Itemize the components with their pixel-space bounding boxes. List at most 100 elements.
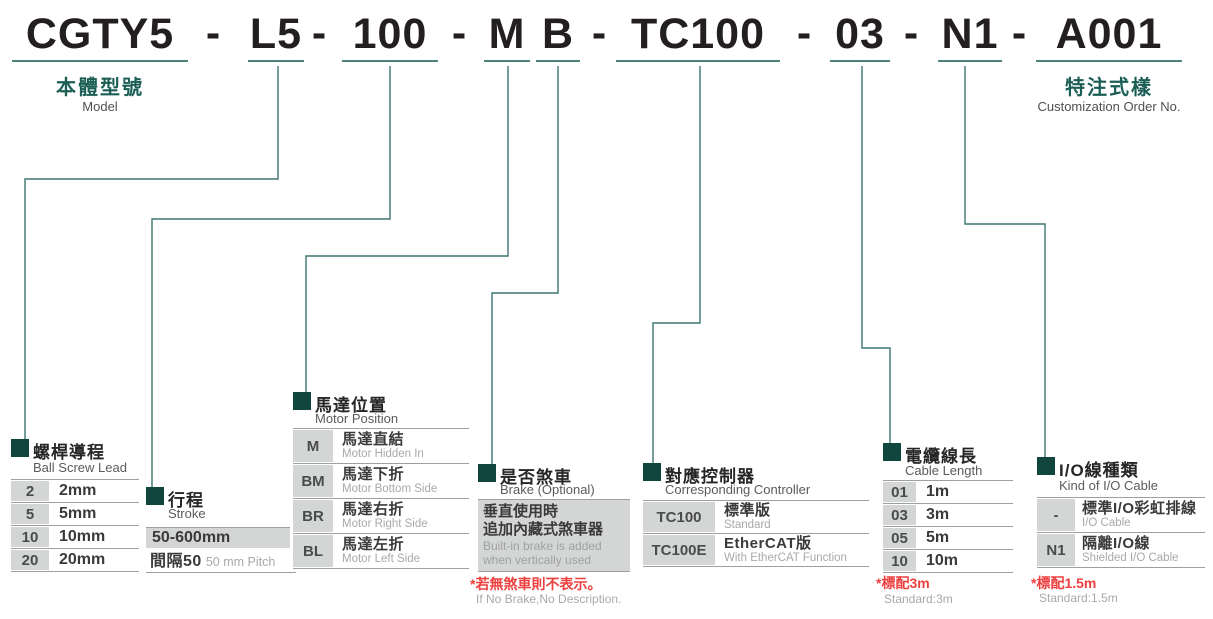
table-row: 20 20mm bbox=[11, 549, 139, 572]
brake-zh-line1: 垂直使用時 bbox=[483, 503, 559, 520]
section-title-zh: I/O線種類 bbox=[1059, 461, 1139, 480]
separator: - bbox=[205, 9, 221, 57]
separator: - bbox=[1011, 9, 1027, 57]
motor-code: M bbox=[293, 429, 333, 463]
motor-en: Motor Hidden In bbox=[342, 448, 424, 460]
brake-note-red: *若無煞車則不表示。 bbox=[470, 576, 602, 592]
motor-table: M 馬達直結 Motor Hidden In BM 馬達下折 Motor Bot… bbox=[293, 428, 469, 569]
io-en: I/O Cable bbox=[1082, 517, 1131, 529]
section-title-en: Brake (Optional) bbox=[500, 482, 595, 497]
motor-en: Motor Left Side bbox=[342, 553, 420, 565]
section-bullet-icon bbox=[293, 392, 311, 410]
cable-value: 10m bbox=[926, 552, 959, 569]
io-zh: 隔離I/O線 bbox=[1082, 535, 1151, 552]
separator: - bbox=[903, 9, 919, 57]
table-row: 5 5mm bbox=[11, 503, 139, 526]
model-segment-body: CGTY5 bbox=[12, 8, 188, 62]
wire-cable bbox=[861, 66, 891, 444]
controller-zh: EtherCAT版 bbox=[724, 535, 812, 552]
motor-code: BL bbox=[293, 534, 333, 568]
custom-label-en: Customization Order No. bbox=[1037, 99, 1181, 114]
io-table: - 標準I/O彩虹排線 I/O Cable N1 隔離I/O線 Shielded… bbox=[1037, 497, 1205, 568]
brake-zh-line2: 追加內藏式煞車器 bbox=[483, 521, 604, 538]
motor-en: Motor Bottom Side bbox=[342, 483, 438, 495]
io-note-gray: Standard:1.5m bbox=[1039, 591, 1118, 605]
wire-controller bbox=[652, 66, 701, 464]
section-title-zh: 行程 bbox=[168, 491, 204, 510]
cable-value: 5m bbox=[926, 529, 950, 546]
section-title-en: Corresponding Controller bbox=[665, 482, 811, 497]
motor-code: BM bbox=[293, 464, 333, 498]
controller-zh: 標準版 bbox=[724, 502, 771, 519]
section-title-en: Ball Screw Lead bbox=[33, 460, 127, 475]
lead-code: 10 bbox=[11, 526, 49, 548]
table-row: 05 5m bbox=[883, 527, 1013, 550]
lead-code: 20 bbox=[11, 549, 49, 571]
separator: - bbox=[311, 9, 327, 57]
brake-note-box: 垂直使用時 追加內藏式煞車器 Built-in brake is added w… bbox=[478, 499, 630, 572]
table-row: 10 10mm bbox=[11, 526, 139, 549]
model-segment-motor: M bbox=[484, 8, 530, 62]
section-title-zh: 螺桿導程 bbox=[33, 443, 105, 462]
model-label-zh: 本體型號 bbox=[56, 77, 144, 99]
lead-value: 2mm bbox=[59, 482, 97, 499]
brake-en-line1: Built-in brake is added bbox=[483, 539, 602, 553]
table-row: BM 馬達下折 Motor Bottom Side bbox=[293, 464, 469, 499]
section-bullet-icon bbox=[1037, 457, 1055, 475]
wire-lead bbox=[24, 66, 279, 440]
cable-value: 1m bbox=[926, 483, 950, 500]
separator: - bbox=[451, 9, 467, 57]
io-code: N1 bbox=[1037, 533, 1075, 567]
stroke-pitch-zh: 間隔50 bbox=[150, 553, 202, 570]
model-segment-brake: B bbox=[536, 8, 580, 62]
cable-note-red: *標配3m bbox=[876, 575, 930, 591]
cable-code: 03 bbox=[883, 504, 916, 526]
custom-label-zh: 特注式樣 bbox=[1065, 77, 1153, 99]
table-row: 10 10m bbox=[883, 550, 1013, 573]
wire-brake bbox=[491, 66, 559, 465]
section-title-en: Motor Position bbox=[315, 411, 399, 426]
controller-code: TC100 bbox=[643, 501, 715, 533]
controller-en: Standard bbox=[724, 519, 771, 531]
table-row: M 馬達直結 Motor Hidden In bbox=[293, 429, 469, 464]
table-row: 2 2mm bbox=[11, 480, 139, 503]
cable-code: 05 bbox=[883, 527, 916, 549]
model-segment-stroke: 100 bbox=[342, 8, 438, 62]
lead-value: 5mm bbox=[59, 505, 97, 522]
table-row: - 標準I/O彩虹排線 I/O Cable bbox=[1037, 498, 1205, 533]
wire-io bbox=[964, 66, 1046, 458]
io-note-red: *標配1.5m bbox=[1031, 575, 1097, 591]
section-title-en: Kind of I/O Cable bbox=[1059, 478, 1158, 493]
model-segment-controller: TC100 bbox=[616, 8, 780, 62]
section-bullet-icon bbox=[643, 463, 661, 481]
section-title-en: Stroke bbox=[168, 506, 206, 521]
table-row: TC100 標準版 Standard bbox=[643, 501, 869, 534]
separator: - bbox=[796, 9, 812, 57]
table-row: BL 馬達左折 Motor Left Side bbox=[293, 534, 469, 569]
table-row: N1 隔離I/O線 Shielded I/O Cable bbox=[1037, 533, 1205, 568]
section-bullet-icon bbox=[146, 487, 164, 505]
cable-code: 01 bbox=[883, 481, 916, 503]
lead-table: 2 2mm 5 5mm 10 10mm 20 20mm bbox=[11, 479, 139, 572]
stroke-range-cell: 50-600mm bbox=[146, 527, 290, 549]
lead-value: 10mm bbox=[59, 528, 106, 545]
io-zh: 標準I/O彩虹排線 bbox=[1082, 500, 1197, 517]
cable-value: 3m bbox=[926, 506, 950, 523]
model-segment-cable: 03 bbox=[830, 8, 890, 62]
table-row: 01 1m bbox=[883, 481, 1013, 504]
motor-zh: 馬達直結 bbox=[342, 431, 405, 448]
cable-code: 10 bbox=[883, 550, 916, 572]
stroke-pitch-cell: 間隔50 50 mm Pitch bbox=[146, 550, 296, 573]
motor-zh: 馬達右折 bbox=[342, 501, 405, 518]
section-title-zh: 是否煞車 bbox=[500, 468, 572, 487]
stroke-pitch-en: 50 mm Pitch bbox=[205, 555, 276, 569]
brake-en-line2: when vertically used bbox=[483, 553, 592, 567]
model-segment-lead: L5 bbox=[248, 8, 304, 62]
wire-motor bbox=[305, 66, 509, 393]
lead-value: 20mm bbox=[59, 551, 106, 568]
model-label-en: Model bbox=[82, 99, 118, 114]
table-row: TC100E EtherCAT版 With EtherCAT Function bbox=[643, 534, 869, 567]
motor-en: Motor Right Side bbox=[342, 518, 428, 530]
model-segment-io: N1 bbox=[938, 8, 1002, 62]
